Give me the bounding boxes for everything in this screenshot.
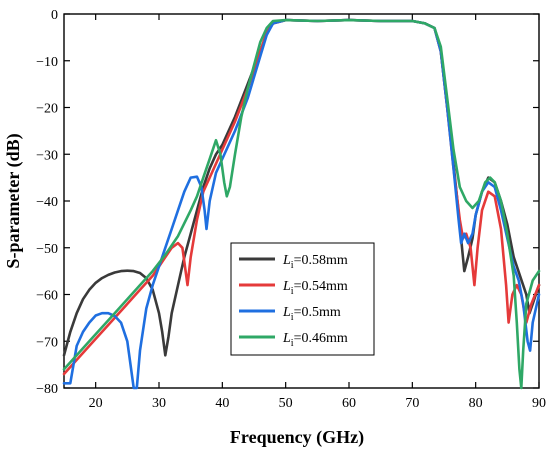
legend-label: Li=0.54mm bbox=[282, 279, 348, 297]
y-tick-label: −80 bbox=[36, 382, 58, 397]
y-tick-label: −10 bbox=[36, 55, 58, 70]
y-tick-label: −40 bbox=[36, 195, 58, 210]
y-tick-label: −20 bbox=[36, 102, 58, 117]
y-tick-label: −70 bbox=[36, 335, 58, 350]
y-tick-label: −60 bbox=[36, 289, 58, 304]
y-tick-label: −50 bbox=[36, 242, 58, 257]
x-axis-title: Frequency (GHz) bbox=[230, 427, 364, 448]
x-tick-label: 70 bbox=[405, 396, 419, 411]
legend-label: Li=0.46mm bbox=[282, 331, 348, 349]
x-tick-label: 40 bbox=[215, 396, 229, 411]
x-tick-label: 80 bbox=[469, 396, 483, 411]
x-tick-label: 30 bbox=[152, 396, 166, 411]
legend-label: Li=0.58mm bbox=[282, 253, 348, 271]
x-tick-label: 90 bbox=[532, 396, 546, 411]
series-line-4 bbox=[62, 18, 541, 390]
axes: 20 30 40 50 60 70 80 90 0 −10 −20 −30 −40 −50 −60 −70 −8… bbox=[36, 8, 546, 411]
x-tick-label: 60 bbox=[342, 396, 356, 411]
legend: Li=0.58mm Li=0.54mm Li=0.5mm Li=0.46mm bbox=[230, 242, 375, 356]
y-tick-label: 0 bbox=[51, 8, 58, 23]
series-group bbox=[62, 18, 541, 390]
y-tick-label: −30 bbox=[36, 148, 58, 163]
x-tick-label: 20 bbox=[89, 396, 103, 411]
legend-label: Li=0.5mm bbox=[282, 305, 341, 323]
x-tick-label: 50 bbox=[279, 396, 293, 411]
y-axis-title: S-parameter (dB) bbox=[3, 133, 24, 268]
